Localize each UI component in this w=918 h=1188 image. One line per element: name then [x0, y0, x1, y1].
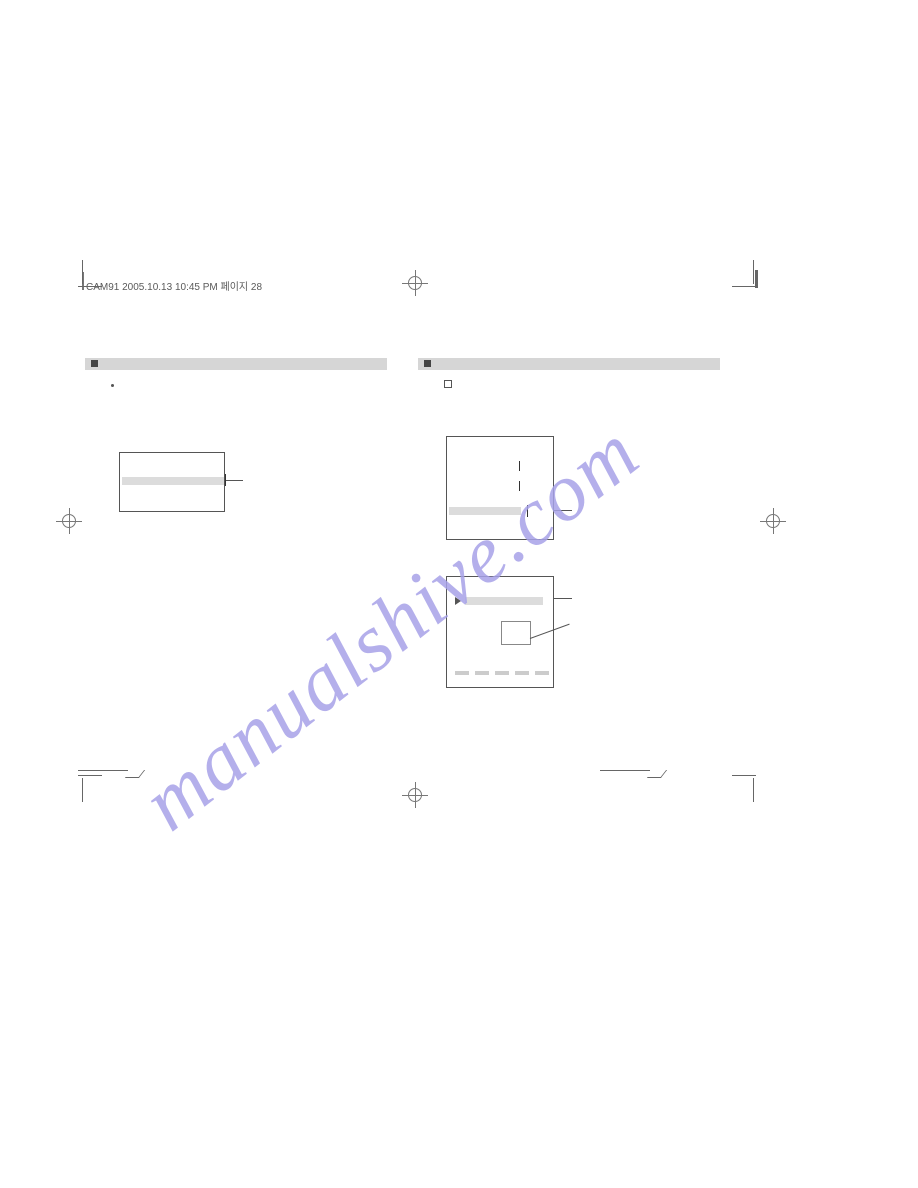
fold-notch [78, 770, 128, 771]
thumb-slot [495, 671, 509, 675]
crop-v [753, 778, 754, 802]
callout-leader [225, 480, 243, 481]
step-bullet [444, 380, 452, 388]
preview-box [501, 621, 531, 645]
screen-figure-2 [446, 576, 554, 688]
screen-figure [119, 452, 225, 512]
callout-leader [554, 598, 572, 599]
thumb-slot [515, 671, 529, 675]
menu-highlight [465, 597, 543, 605]
fold-notch-diag [647, 770, 667, 778]
register-mark [56, 508, 82, 534]
print-header: CAM91 2005.10.13 10:45 PM 페이지 28 [86, 278, 262, 293]
panel-heading-bar [85, 358, 387, 370]
register-mark [402, 270, 428, 296]
bullet-dot [111, 384, 114, 387]
menu-highlight [122, 477, 224, 485]
page-left [85, 358, 387, 730]
crop-h [78, 775, 102, 776]
menu-item-tick [519, 461, 520, 471]
thumb-slot [535, 671, 549, 675]
panel-heading-bar [418, 358, 720, 370]
crop-v [753, 260, 754, 284]
screen-figure-1 [446, 436, 554, 540]
thumb-slot [475, 671, 489, 675]
crop-h [78, 286, 102, 287]
heading-bullet [91, 360, 98, 367]
heading-bullet [424, 360, 431, 367]
crop-v [82, 778, 83, 802]
callout-tick [225, 474, 226, 486]
fold-notch [600, 770, 650, 771]
menu-item-tick [527, 505, 528, 517]
play-icon [455, 597, 461, 605]
crop-v [82, 260, 83, 284]
menu-item-tick [519, 481, 520, 491]
callout-leader [554, 510, 572, 511]
register-mark [760, 508, 786, 534]
crop-h [732, 286, 756, 287]
page-right [418, 358, 720, 730]
menu-highlight [449, 507, 521, 515]
crop-v [755, 270, 758, 288]
thumb-slot [455, 671, 469, 675]
fold-notch-diag [125, 770, 145, 778]
crop-h [732, 775, 756, 776]
register-mark [402, 782, 428, 808]
